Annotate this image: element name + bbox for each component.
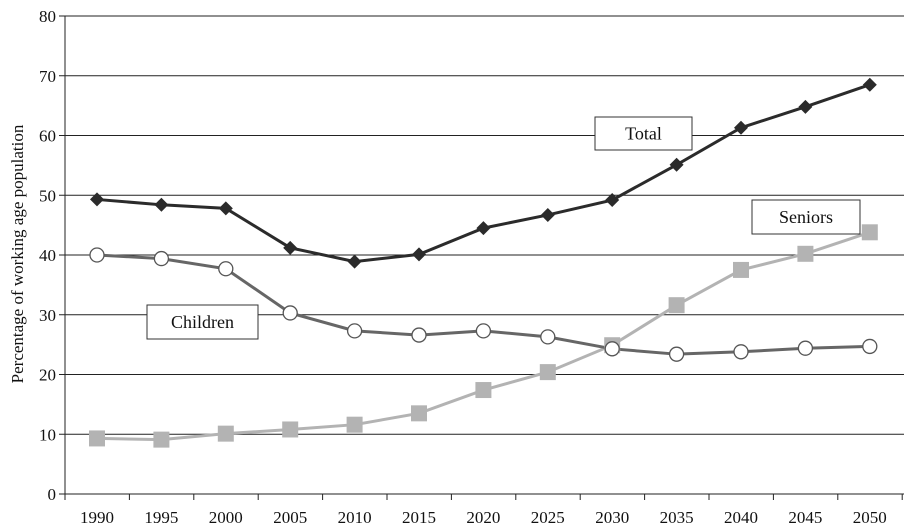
children-point [153, 250, 170, 267]
seniors-point [346, 416, 363, 433]
y-tick-label: 80 [39, 7, 56, 26]
y-tick-label: 0 [48, 485, 57, 504]
children-point [733, 344, 749, 360]
children-label-box [146, 304, 259, 340]
y-axis-title: Percentage of working age population [8, 124, 27, 383]
total-point [283, 240, 298, 255]
x-tick-label: 1995 [144, 508, 178, 527]
series-labels: Total Seniors Children [146, 116, 861, 340]
x-tick-label: 2000 [209, 508, 243, 527]
seniors-label: Seniors [779, 207, 833, 227]
total-point [734, 120, 748, 135]
seniors-point [668, 297, 685, 314]
x-tick-label: 2015 [402, 508, 436, 527]
total-point [412, 247, 426, 262]
total-point [154, 197, 169, 212]
seniors-point [153, 431, 170, 448]
seniors-point [89, 430, 105, 447]
total-point [476, 221, 491, 236]
x-tick-label: 2030 [595, 508, 629, 527]
total-point [605, 193, 620, 208]
children-point [346, 323, 363, 339]
x-tick-label: 2020 [466, 508, 500, 527]
seniors-point [797, 245, 814, 262]
total-point [347, 254, 362, 269]
x-tick-label: 2035 [660, 508, 694, 527]
total-point [218, 201, 233, 216]
y-tick-label: 50 [39, 186, 56, 205]
children-point [282, 305, 298, 321]
x-tick-label: 2010 [338, 508, 372, 527]
seniors-point [733, 261, 749, 278]
total-point [90, 192, 104, 207]
x-tick-label: 2040 [724, 508, 758, 527]
y-tick-label: 40 [39, 246, 56, 265]
children-point [475, 323, 492, 339]
seniors-point [217, 425, 234, 442]
y-tick-label: 60 [39, 127, 56, 146]
seniors-point [282, 421, 299, 438]
seniors-point [411, 405, 427, 422]
y-tick-label: 10 [39, 425, 56, 444]
children-label: Children [171, 312, 234, 332]
children-point [797, 340, 814, 356]
seniors-point [861, 224, 878, 241]
children-point [411, 327, 427, 343]
series-layer [89, 77, 878, 448]
x-tick-label: 2005 [273, 508, 307, 527]
children-point [604, 341, 620, 357]
children-point [862, 338, 878, 355]
total-point [798, 99, 813, 114]
children-point [540, 329, 556, 345]
total-label-box [594, 116, 693, 151]
seniors-point [539, 364, 556, 381]
children-point [218, 261, 234, 277]
y-tick-label: 70 [39, 67, 56, 86]
total-point [540, 207, 555, 222]
seniors-label-box [751, 199, 861, 235]
y-tick-label: 20 [39, 366, 56, 385]
x-tick-label: 2050 [853, 508, 887, 527]
x-tick-label: 2025 [531, 508, 565, 527]
x-tick-label: 2045 [788, 508, 822, 527]
total-label: Total [625, 124, 662, 144]
total-point [862, 77, 877, 92]
y-tick-label: 30 [39, 306, 56, 325]
x-tick-label: 1990 [80, 508, 114, 527]
children-point [89, 247, 105, 263]
seniors-point [475, 382, 492, 399]
children-point [668, 346, 685, 362]
total-point [669, 157, 684, 172]
